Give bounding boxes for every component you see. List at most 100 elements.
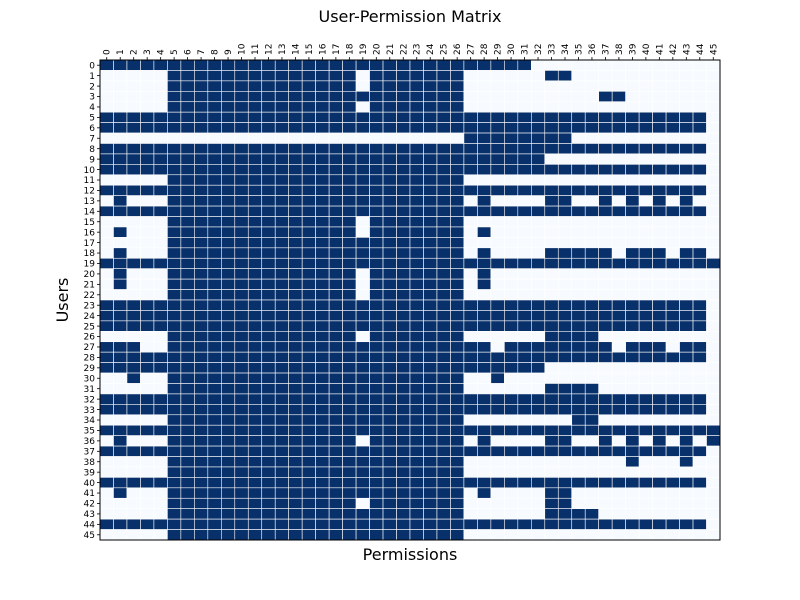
heatmap-cell [301, 257, 316, 269]
y-tick-label: 19 [84, 260, 96, 270]
heatmap-cell [288, 445, 303, 457]
heatmap-cell [99, 101, 114, 113]
heatmap-cell [140, 226, 155, 238]
heatmap-cell [450, 362, 465, 374]
heatmap-cell [315, 164, 330, 176]
y-tick-label: 6 [89, 124, 95, 134]
heatmap-cell [652, 132, 667, 144]
heatmap-cell [638, 487, 653, 499]
heatmap-cell [409, 372, 424, 384]
heatmap-cell [436, 508, 451, 520]
heatmap-cell [328, 205, 343, 217]
heatmap-cell [531, 341, 546, 353]
heatmap-cell [167, 435, 182, 447]
heatmap-cell [382, 404, 397, 416]
heatmap-cell [665, 174, 680, 186]
heatmap-cell [652, 226, 667, 238]
heatmap-cell [463, 174, 478, 186]
heatmap-cell [194, 487, 209, 499]
heatmap-cell [167, 320, 182, 332]
heatmap-cell [234, 164, 249, 176]
heatmap-cell [625, 456, 640, 468]
heatmap-cell [99, 247, 114, 259]
heatmap-cell [504, 247, 519, 259]
heatmap-cell [463, 487, 478, 499]
heatmap-cell [692, 80, 707, 92]
heatmap-cell [113, 351, 128, 363]
heatmap-cell [247, 122, 263, 134]
heatmap-cell [194, 164, 209, 176]
x-tick-label: 22 [399, 44, 409, 55]
heatmap-cell [274, 80, 289, 92]
heatmap-cell [261, 393, 276, 405]
heatmap-cell [342, 435, 357, 447]
heatmap-cell [490, 91, 505, 103]
heatmap-cell [463, 143, 478, 155]
heatmap-cell [396, 195, 411, 207]
heatmap-cell [625, 331, 640, 343]
heatmap-cell [274, 341, 289, 353]
heatmap-cell [207, 174, 222, 186]
heatmap-cell [571, 310, 586, 322]
heatmap-cell [692, 132, 707, 144]
heatmap-cell [706, 393, 721, 405]
heatmap-cell [315, 320, 330, 332]
heatmap-cell [194, 393, 209, 405]
heatmap-cell [584, 70, 599, 82]
heatmap-cell [436, 372, 451, 384]
heatmap-cell [342, 362, 357, 374]
heatmap-cell [571, 341, 586, 353]
heatmap-cell [490, 143, 505, 155]
y-tick-label: 4 [89, 103, 95, 113]
heatmap-cell [261, 237, 276, 249]
heatmap-cell [396, 331, 411, 343]
heatmap-cell [140, 143, 155, 155]
heatmap-cell [463, 101, 478, 113]
heatmap-cell [153, 466, 168, 478]
heatmap-cell [557, 414, 573, 426]
heatmap-cell [261, 383, 276, 395]
heatmap-cell [396, 111, 411, 123]
heatmap-cell [463, 59, 478, 71]
heatmap-cell [194, 466, 209, 478]
heatmap-cell [153, 529, 168, 541]
heatmap-cell [598, 508, 613, 520]
heatmap-cell [140, 518, 155, 530]
heatmap-cell [409, 404, 424, 416]
heatmap-cell [611, 257, 626, 269]
heatmap-cell [140, 456, 155, 468]
heatmap-cell [625, 164, 640, 176]
heatmap-cell [207, 372, 222, 384]
heatmap-cell [638, 111, 653, 123]
heatmap-cell [342, 111, 357, 123]
heatmap-cell [194, 435, 209, 447]
heatmap-cell [99, 143, 114, 155]
heatmap-cell [261, 362, 276, 374]
heatmap-cell [544, 341, 559, 353]
heatmap-cell [126, 237, 141, 249]
heatmap-cell [315, 341, 330, 353]
heatmap-cell [598, 477, 613, 489]
heatmap-cell [584, 508, 599, 520]
heatmap-cell [504, 184, 519, 196]
heatmap-cell [504, 497, 519, 509]
heatmap-cell [531, 487, 546, 499]
heatmap-cell [571, 70, 586, 82]
heatmap-cell [571, 362, 586, 374]
heatmap-cell [234, 237, 249, 249]
heatmap-cell [409, 226, 424, 238]
heatmap-cell [477, 466, 492, 478]
heatmap-cell [638, 174, 653, 186]
heatmap-cell [382, 184, 397, 196]
heatmap-cell [463, 80, 478, 92]
heatmap-cell [584, 278, 599, 290]
heatmap-cell [113, 445, 128, 457]
heatmap-cell [436, 529, 451, 541]
heatmap-cell [625, 174, 640, 186]
heatmap-cell [342, 424, 357, 436]
heatmap-cell [167, 164, 182, 176]
heatmap-cell [328, 226, 343, 238]
heatmap-cell [598, 466, 613, 478]
heatmap-cell [126, 101, 141, 113]
x-tick-label: 39 [628, 43, 638, 55]
